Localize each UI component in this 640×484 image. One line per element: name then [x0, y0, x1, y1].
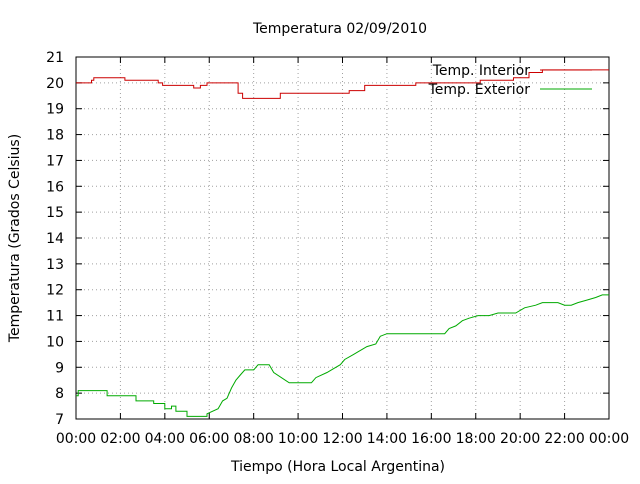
x-tick-label: 00:00 — [589, 431, 629, 447]
y-tick-label: 8 — [55, 386, 64, 402]
y-tick-label: 10 — [46, 334, 64, 350]
y-tick-label: 13 — [46, 257, 64, 273]
chart-title: Temperatura 02/09/2010 — [252, 21, 427, 37]
x-tick-label: 08:00 — [233, 431, 273, 447]
x-axis-label: Tiempo (Hora Local Argentina) — [230, 459, 445, 475]
y-tick-label: 12 — [46, 283, 64, 299]
y-tick-label: 16 — [46, 179, 64, 195]
series-line-exterior — [76, 294, 609, 417]
x-tick-label: 06:00 — [189, 431, 229, 447]
y-tick-label: 7 — [55, 412, 64, 428]
x-tick-label: 18:00 — [456, 431, 496, 447]
y-tick-label: 18 — [46, 128, 64, 144]
series-line-interior — [76, 69, 609, 99]
y-tick-label: 9 — [55, 360, 64, 376]
x-tick-label: 12:00 — [322, 431, 362, 447]
x-tick-label: 14:00 — [367, 431, 407, 447]
series-lines — [76, 69, 609, 417]
x-tick-label: 00:00 — [56, 431, 96, 447]
x-tick-label: 02:00 — [100, 431, 140, 447]
y-tick-label: 21 — [46, 50, 64, 66]
y-axis-label: Temperatura (Grados Celsius) — [7, 134, 23, 343]
legend-label-interior: Temp. Interior — [432, 63, 531, 79]
y-tick-label: 20 — [46, 76, 64, 92]
legend-label-exterior: Temp. Exterior — [428, 82, 531, 98]
x-tick-label: 16:00 — [411, 431, 451, 447]
grid — [76, 57, 609, 419]
y-tick-label: 11 — [46, 309, 64, 325]
x-tick-label: 20:00 — [500, 431, 540, 447]
x-tick-label: 10:00 — [278, 431, 318, 447]
x-tick-label: 22:00 — [544, 431, 584, 447]
legend: Temp. Interior Temp. Exterior — [428, 63, 592, 98]
y-tick-label: 14 — [46, 231, 64, 247]
x-tick-label: 04:00 — [145, 431, 185, 447]
y-tick-label: 19 — [46, 102, 64, 118]
y-tick-label: 15 — [46, 205, 64, 221]
y-tick-label: 17 — [46, 153, 64, 169]
